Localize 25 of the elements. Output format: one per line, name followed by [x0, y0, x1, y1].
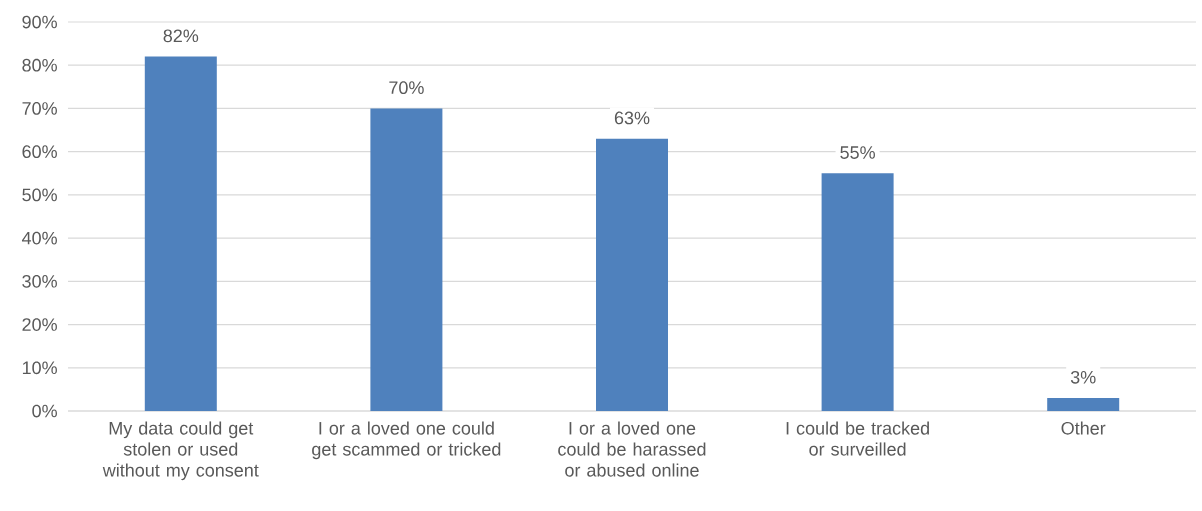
- bar: [821, 173, 894, 411]
- y-tick-label: 60%: [22, 145, 57, 159]
- y-tick-label: 10%: [22, 361, 57, 375]
- y-tick-label: 90%: [22, 15, 57, 29]
- bar: [370, 108, 443, 411]
- y-tick-label: 70%: [22, 102, 57, 115]
- data-label: 3%: [1070, 370, 1096, 384]
- y-tick-label: 40%: [21, 231, 57, 245]
- y-tick-label: 80%: [22, 58, 57, 72]
- bar: [596, 138, 668, 411]
- bar: [1047, 398, 1120, 411]
- x-tick-label: I could be tracked or surveilled: [786, 421, 929, 456]
- bar: [144, 56, 217, 411]
- x-tick-label: My data could get stolen or used without my consent: [102, 421, 259, 481]
- data-label: 82%: [163, 29, 199, 43]
- data-label: 70%: [389, 81, 424, 95]
- x-tick-label: I or a loved one could be harassed or abused online: [558, 421, 706, 477]
- x-tick-label: I or a loved one could get scammed or tricked: [312, 421, 501, 460]
- data-label: 63%: [614, 111, 650, 125]
- data-label: 55%: [840, 146, 875, 159]
- y-tick-label: 0%: [32, 404, 57, 418]
- y-tick-label: 30%: [22, 274, 57, 288]
- y-tick-label: 20%: [22, 318, 57, 331]
- x-tick-label: Other: [1061, 421, 1106, 435]
- y-tick-label: 50%: [22, 188, 57, 202]
